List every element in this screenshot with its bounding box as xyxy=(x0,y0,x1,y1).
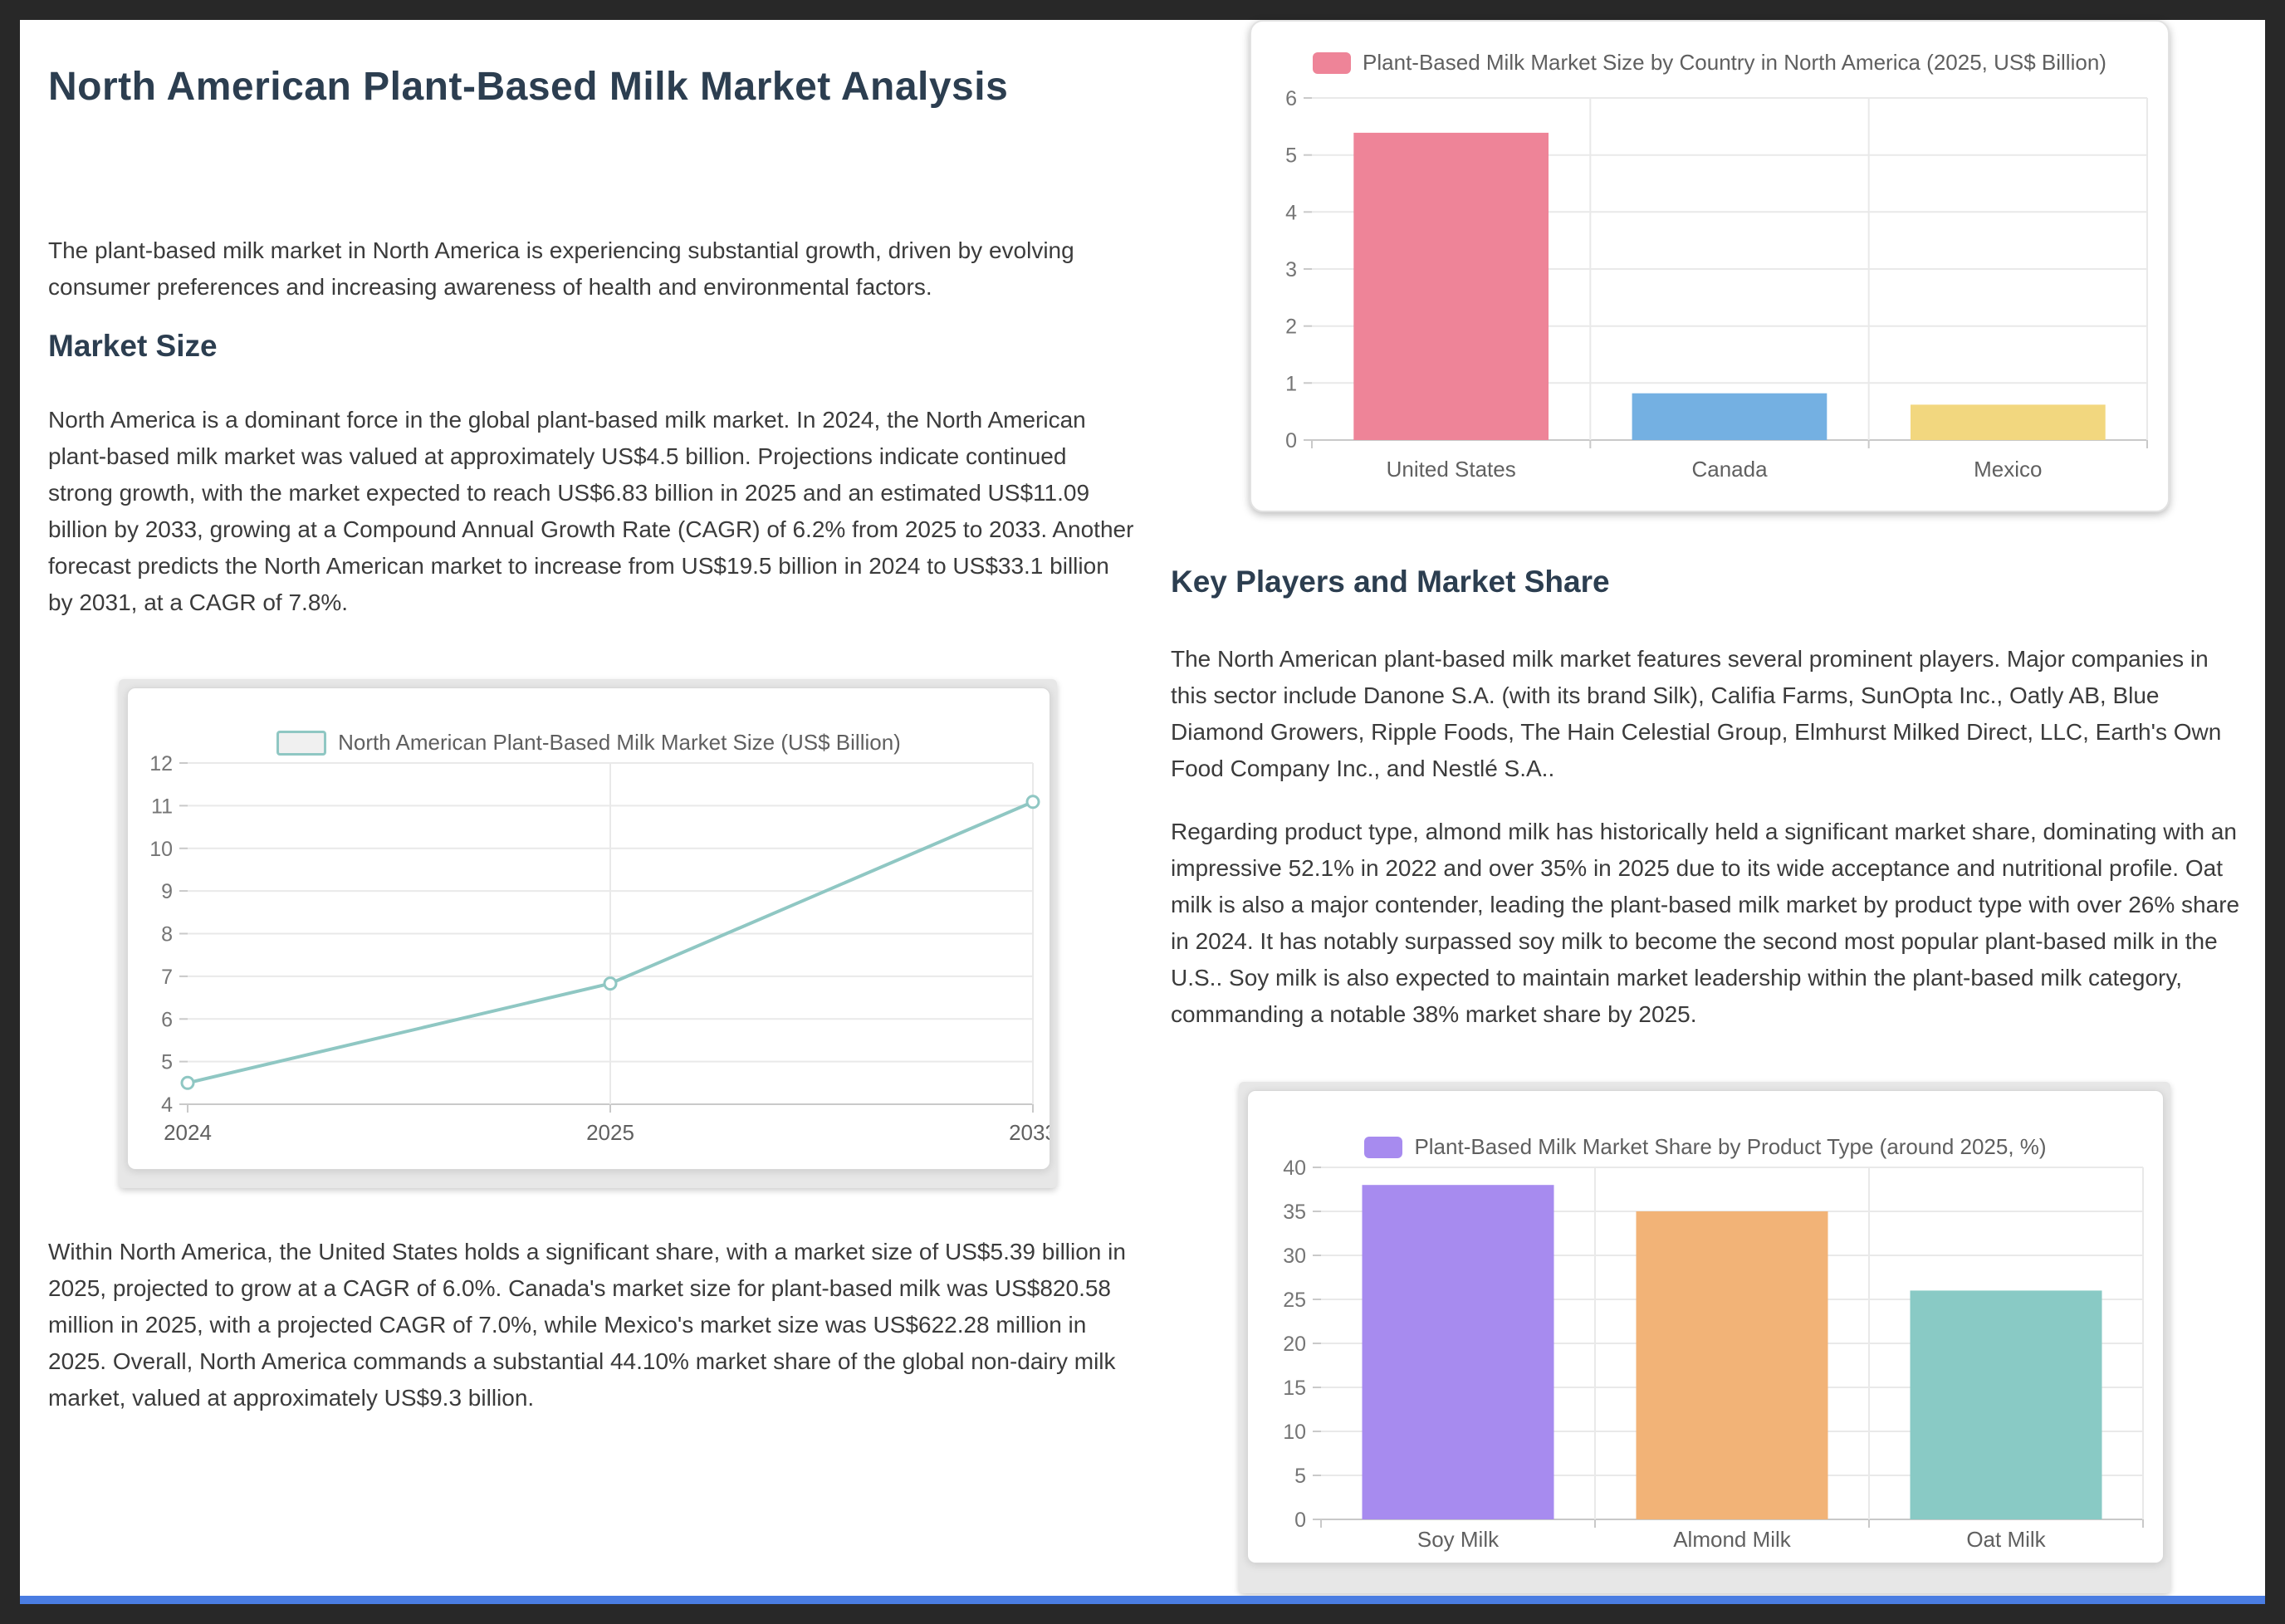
svg-text:Oat Milk: Oat Milk xyxy=(1966,1527,2046,1552)
svg-text:7: 7 xyxy=(161,966,173,989)
svg-text:3: 3 xyxy=(1285,258,1297,281)
product-share-bar-chart: 0 5 10 15 20 25 30 35 40 Soy Milk Almond Milk Oat M… xyxy=(1247,1090,2164,1563)
svg-text:Canada: Canada xyxy=(1691,457,1768,482)
key-players-paragraph-1: The North American plant-based milk mark… xyxy=(1171,646,2222,781)
svg-text:40: 40 xyxy=(1283,1157,1306,1180)
bar-chart-plot: 0 5 10 15 20 25 30 35 40 Soy Milk Almond Milk Oat M… xyxy=(1283,1157,2144,1552)
market-size-heading: Market Size xyxy=(48,329,218,363)
market-size-paragraph-1: North America is a dominant force in the… xyxy=(48,407,1134,615)
market-size-paragraph-2: Within North America, the United States … xyxy=(48,1239,1126,1411)
svg-text:5: 5 xyxy=(1285,144,1297,168)
svg-text:11: 11 xyxy=(151,795,173,818)
country-bar-chart: 0 1 2 3 4 5 6 United States Canada Mexico Plant-B… xyxy=(1250,20,2170,512)
page-bottom-accent-bar xyxy=(20,1596,2265,1604)
svg-text:2024: 2024 xyxy=(164,1120,212,1145)
svg-text:9: 9 xyxy=(161,880,173,903)
svg-text:15: 15 xyxy=(1283,1377,1306,1400)
document-page: North American Plant-Based Milk Market A… xyxy=(20,20,2265,1604)
intro-paragraph: The plant-based milk market in North Ame… xyxy=(48,237,1074,300)
page-title: North American Plant-Based Milk Market A… xyxy=(48,65,1009,109)
svg-text:5: 5 xyxy=(161,1051,173,1074)
market-size-line-chart-frame: 456789101112202420252033 North American … xyxy=(119,679,1057,1188)
svg-text:6: 6 xyxy=(161,1008,173,1031)
svg-text:0: 0 xyxy=(1285,429,1297,452)
svg-text:4: 4 xyxy=(161,1093,173,1117)
svg-text:4: 4 xyxy=(1285,201,1297,224)
line-chart-plot: 4 5 6 7 8 9 10 11 12 2024 2025 2033 xyxy=(149,752,1050,1145)
svg-text:Almond Milk: Almond Milk xyxy=(1673,1527,1792,1552)
svg-text:Soy Milk: Soy Milk xyxy=(1417,1527,1500,1552)
svg-text:10: 10 xyxy=(1283,1421,1306,1444)
product-share-bar-chart-frame: 0 5 10 15 20 25 30 35 40 Soy Milk Almond Milk Oat M… xyxy=(1239,1082,2170,1593)
svg-text:10: 10 xyxy=(149,838,173,861)
svg-text:8: 8 xyxy=(161,923,173,947)
market-size-line-chart: 456789101112202420252033 North American … xyxy=(127,687,1050,1170)
svg-text:35: 35 xyxy=(1283,1201,1306,1224)
key-players-heading: Key Players and Market Share xyxy=(1171,565,1610,599)
svg-text:Mexico: Mexico xyxy=(1974,457,2042,482)
key-players-paragraph-2: Regarding product type, almond milk has … xyxy=(1171,819,2240,1027)
svg-text:2033: 2033 xyxy=(1009,1120,1050,1145)
svg-text:2: 2 xyxy=(1285,316,1297,339)
svg-text:5: 5 xyxy=(1294,1465,1306,1488)
bar-chart-plot: 0 1 2 3 4 5 6 United States Canada Mexico xyxy=(1285,87,2148,482)
svg-text:United States: United States xyxy=(1387,457,1516,482)
svg-text:1: 1 xyxy=(1285,372,1297,395)
svg-text:0: 0 xyxy=(1294,1509,1306,1532)
svg-text:20: 20 xyxy=(1283,1333,1306,1356)
svg-text:2025: 2025 xyxy=(586,1120,634,1145)
svg-text:6: 6 xyxy=(1285,87,1297,110)
svg-text:30: 30 xyxy=(1283,1245,1306,1268)
svg-text:25: 25 xyxy=(1283,1289,1306,1312)
svg-text:12: 12 xyxy=(149,752,173,775)
